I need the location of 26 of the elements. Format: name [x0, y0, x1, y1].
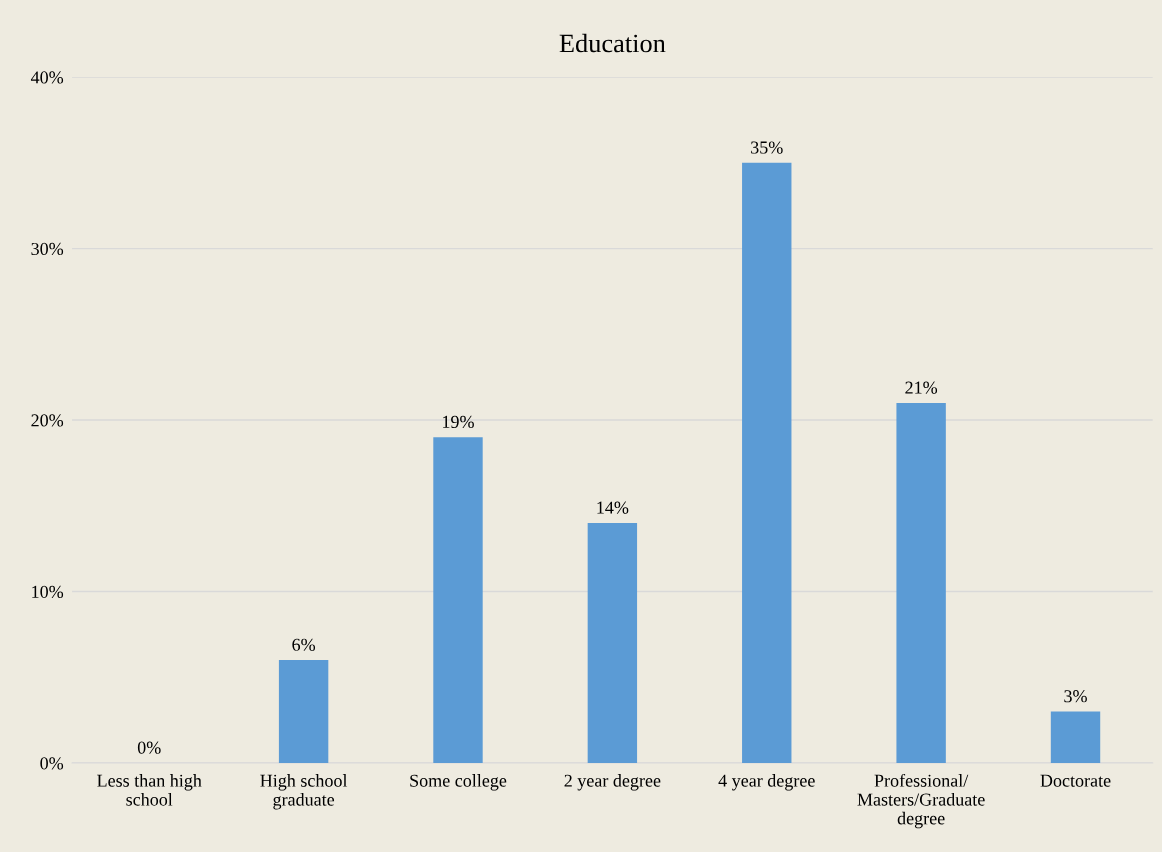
data-label: 14%: [597, 501, 629, 514]
x-tick-label: Professional/ Masters/Graduate degree: [857, 773, 985, 829]
chart-title: Education: [559, 33, 666, 53]
x-tick-label: 4 year degree: [718, 774, 815, 791]
bar: [1050, 711, 1101, 763]
data-label: 19%: [443, 415, 474, 429]
data-label: 35%: [751, 141, 783, 154]
bar: [278, 660, 329, 763]
bar: [742, 162, 792, 763]
x-tick-label: High school graduate: [260, 774, 348, 810]
bar: [587, 522, 638, 763]
data-label: 21%: [905, 381, 938, 394]
y-tick-label: 10%: [32, 585, 64, 598]
bar: [433, 437, 483, 763]
x-tick-label: 2 year degree: [564, 774, 661, 791]
y-tick-label: 30%: [31, 242, 64, 256]
bar: [896, 402, 946, 763]
x-tick-label: Less than high school: [97, 774, 202, 806]
x-tick-label: Doctorate: [1040, 774, 1111, 787]
y-tick-label: 20%: [31, 414, 64, 427]
data-label: 0%: [137, 741, 161, 754]
data-label: 3%: [1064, 690, 1087, 703]
y-tick-label: 40%: [30, 71, 64, 84]
y-tick-label: 0%: [40, 757, 64, 770]
x-tick-label: Some college: [410, 774, 507, 791]
data-label: 6%: [292, 638, 316, 651]
